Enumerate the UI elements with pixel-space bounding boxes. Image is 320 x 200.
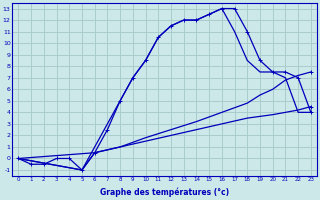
X-axis label: Graphe des températures (°c): Graphe des températures (°c) [100, 188, 229, 197]
